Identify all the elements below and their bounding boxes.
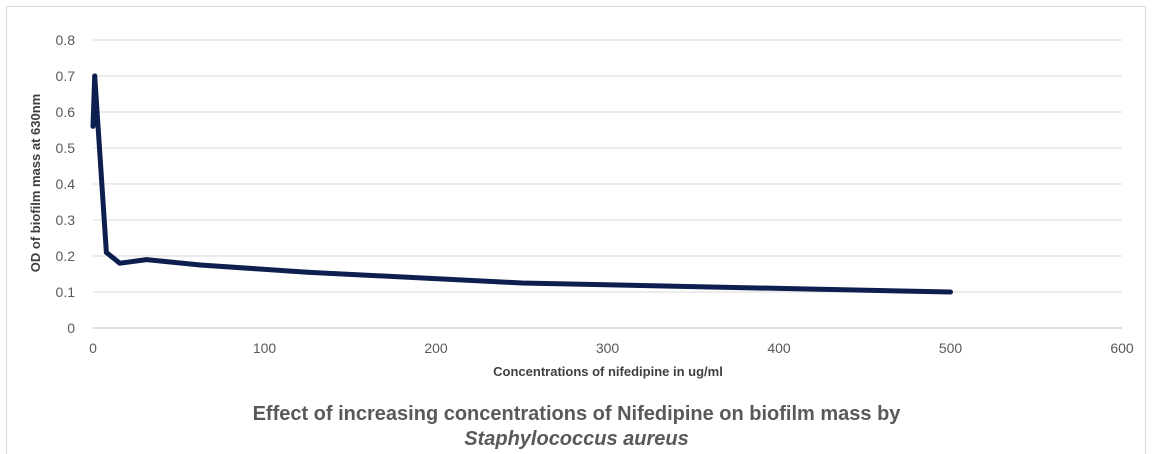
chart-frame [6,6,1146,454]
data-point [92,73,98,79]
data-point [144,257,150,263]
series-group [90,73,953,295]
x-tick-label: 100 [253,340,277,356]
x-tick-label: 500 [939,340,963,356]
x-axis-title: Concentrations of nifedipine in ug/ml [493,364,723,379]
data-point [519,280,525,286]
gridlines [93,39,1122,293]
data-point [117,260,123,266]
y-tick-label: 0.1 [56,284,76,300]
x-tick-label: 400 [767,340,791,356]
x-tick-label: 300 [596,340,620,356]
data-point [197,262,203,268]
data-point [304,269,310,275]
y-tick-label: 0.3 [56,212,76,228]
data-point [90,123,96,129]
data-point [103,249,109,255]
y-tick-label: 0.7 [56,68,76,84]
y-tick-label: 0.2 [56,248,76,264]
y-axis-ticks: 0 0.1 0.2 0.3 0.4 0.5 0.6 0.7 0.8 [56,32,76,336]
x-axis-ticks: 0 100 200 300 400 500 600 [89,340,1134,356]
data-point [948,289,953,295]
x-tick-label: 600 [1110,340,1134,356]
chart-subtitle: Staphylococcus aureus [464,428,689,450]
chart-title: Effect of increasing concentrations of N… [252,403,901,425]
line-chart: 0 0.1 0.2 0.3 0.4 0.5 0.6 0.7 0.8 0 100 200 300 400 5… [28,32,1134,379]
y-tick-label: 0.6 [56,104,76,120]
y-tick-label: 0.5 [56,140,76,156]
x-tick-label: 200 [424,340,448,356]
y-tick-label: 0.8 [56,32,76,48]
y-axis-title: OD of biofilm mass at 630nm [28,94,43,272]
y-tick-label: 0 [67,320,75,336]
x-tick-label: 0 [89,340,97,356]
y-tick-label: 0.4 [56,176,76,192]
